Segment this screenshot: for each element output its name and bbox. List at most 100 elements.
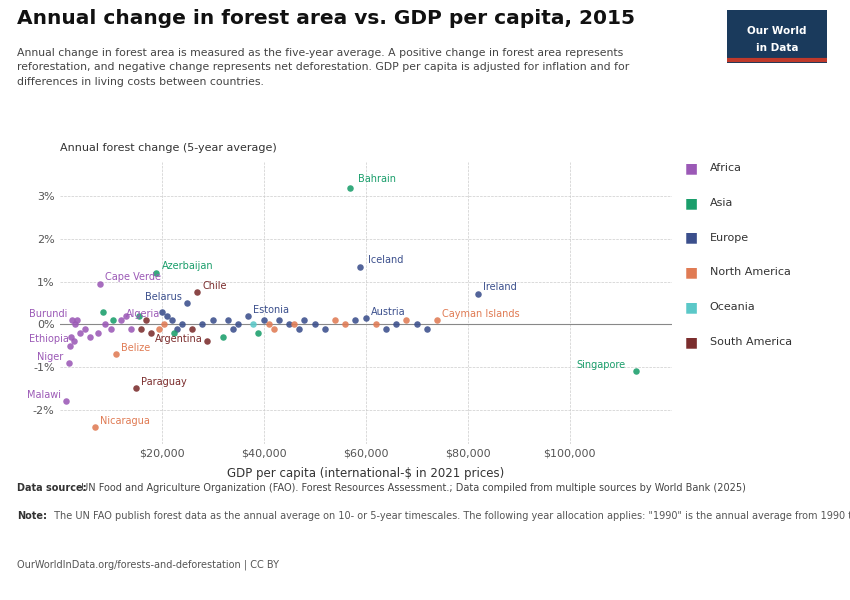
Text: Europe: Europe <box>710 233 749 242</box>
Point <box>420 324 434 334</box>
Point <box>65 315 79 325</box>
Point <box>359 313 372 323</box>
Point <box>292 324 306 334</box>
Point <box>91 328 105 338</box>
Text: ■: ■ <box>684 335 697 349</box>
Text: in Data: in Data <box>756 43 798 53</box>
Text: South America: South America <box>710 337 792 347</box>
Point <box>348 315 362 325</box>
Text: Belarus: Belarus <box>145 292 182 302</box>
Point <box>471 289 484 298</box>
Point <box>62 358 76 368</box>
Point <box>262 320 275 329</box>
Point <box>106 315 120 325</box>
Point <box>308 320 321 329</box>
Point <box>206 315 219 325</box>
Point <box>67 337 81 346</box>
Point <box>318 324 332 334</box>
Point <box>226 324 240 334</box>
Text: Ireland: Ireland <box>483 283 517 292</box>
Text: Belize: Belize <box>121 343 150 353</box>
Text: Oceania: Oceania <box>710 302 756 312</box>
Point <box>160 311 173 320</box>
Point <box>369 320 382 329</box>
Point <box>201 337 214 346</box>
Text: Annual forest change (5-year average): Annual forest change (5-year average) <box>60 143 276 153</box>
Text: Estonia: Estonia <box>253 305 289 314</box>
Point <box>109 349 122 359</box>
X-axis label: GDP per capita (international-$ in 2021 prices): GDP per capita (international-$ in 2021 … <box>227 467 504 480</box>
Text: ■: ■ <box>684 161 697 175</box>
Point <box>231 320 245 329</box>
Text: North America: North America <box>710 268 791 277</box>
Point <box>64 332 77 342</box>
Point <box>221 315 235 325</box>
Text: Austria: Austria <box>371 307 405 317</box>
Point <box>185 324 199 334</box>
Text: Annual change in forest area is measured as the five-year average. A positive ch: Annual change in forest area is measured… <box>17 48 629 87</box>
Point <box>73 328 87 338</box>
Point <box>267 324 280 334</box>
Text: Singapore: Singapore <box>576 360 626 370</box>
Point <box>389 320 403 329</box>
Point <box>196 320 209 329</box>
Text: Nicaragua: Nicaragua <box>100 416 150 425</box>
Point <box>246 320 260 329</box>
Point <box>354 262 367 271</box>
Text: ■: ■ <box>684 196 697 210</box>
Point <box>379 324 393 334</box>
Point <box>104 324 117 334</box>
Point <box>165 315 178 325</box>
Point <box>157 320 171 329</box>
Point <box>83 332 97 342</box>
Point <box>134 324 148 334</box>
Point <box>139 315 153 325</box>
Point <box>272 315 286 325</box>
Text: Azerbaijan: Azerbaijan <box>162 261 213 271</box>
Point <box>282 320 296 329</box>
Text: Ethiopia: Ethiopia <box>29 334 69 344</box>
Point <box>150 268 163 278</box>
Text: Asia: Asia <box>710 198 733 208</box>
Point <box>241 311 255 320</box>
Point <box>71 315 84 325</box>
Point <box>180 298 194 308</box>
Point <box>119 311 133 320</box>
Point <box>114 315 128 325</box>
Point <box>78 324 92 334</box>
Text: Chile: Chile <box>202 281 227 291</box>
Point <box>338 320 352 329</box>
Point <box>287 320 301 329</box>
Text: Our World: Our World <box>747 26 807 37</box>
Point <box>257 315 270 325</box>
Text: Algeria: Algeria <box>126 309 160 319</box>
Text: Annual change in forest area vs. GDP per capita, 2015: Annual change in forest area vs. GDP per… <box>17 9 635 28</box>
Point <box>132 311 145 320</box>
Text: Cayman Islands: Cayman Islands <box>442 309 519 319</box>
Point <box>144 328 158 338</box>
Text: Data source:: Data source: <box>17 483 87 493</box>
Point <box>129 383 143 393</box>
Point <box>155 307 168 316</box>
Point <box>99 320 112 329</box>
Point <box>328 315 342 325</box>
Text: Malawi: Malawi <box>26 390 60 400</box>
Point <box>124 324 138 334</box>
Point <box>298 315 311 325</box>
Text: Bahrain: Bahrain <box>358 174 396 184</box>
Text: Niger: Niger <box>37 352 64 362</box>
Text: Burundi: Burundi <box>29 309 67 319</box>
Text: Argentina: Argentina <box>155 334 202 344</box>
Text: Iceland: Iceland <box>368 254 404 265</box>
Point <box>152 324 166 334</box>
Text: The UN FAO publish forest data as the annual average on 10- or 5-year timescales: The UN FAO publish forest data as the an… <box>51 511 850 521</box>
Point <box>252 328 265 338</box>
Text: UN Food and Agriculture Organization (FAO). Forest Resources Assessment.; Data c: UN Food and Agriculture Organization (FA… <box>78 483 746 493</box>
Text: ■: ■ <box>684 230 697 245</box>
Point <box>410 320 423 329</box>
Point <box>430 315 444 325</box>
Point <box>96 307 110 316</box>
Text: Africa: Africa <box>710 163 742 173</box>
Text: ■: ■ <box>684 265 697 280</box>
Point <box>170 324 184 334</box>
